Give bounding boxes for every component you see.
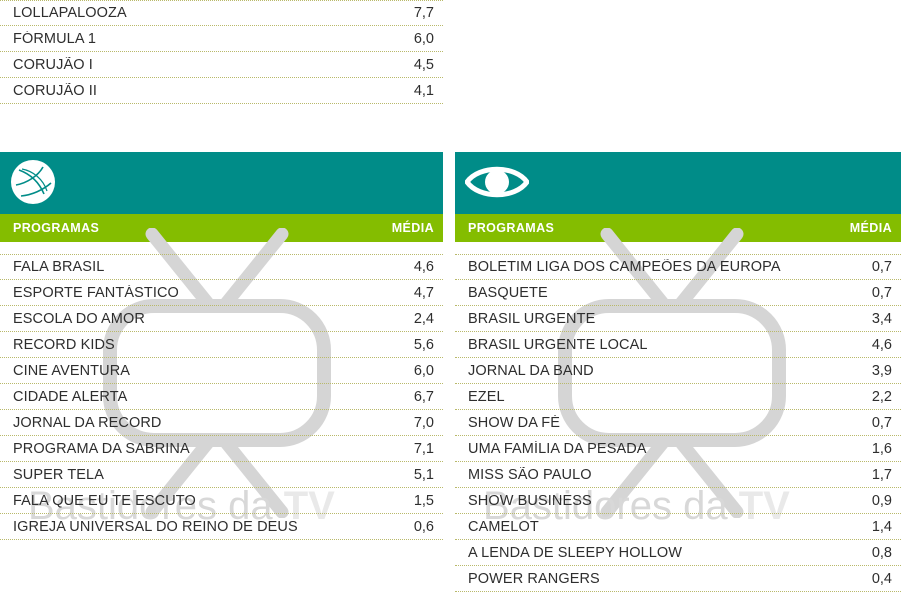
program-name: FALA QUE EU TE ESCUTO <box>13 492 196 509</box>
program-name: ESPORTE FANTÁSTICO <box>13 284 179 301</box>
program-average: 2,2 <box>871 388 892 405</box>
table-row: CORUJÃO II 4,1 <box>0 78 443 104</box>
program-name: IGREJA UNIVERSAL DO REINO DE DEUS <box>13 518 298 535</box>
record-column-header: PROGRAMAS MÉDIA <box>0 214 443 242</box>
overflow-ratings-table: LOLLAPALOOZA 7,7 FÓRMULA 1 6,0 CORUJÃO I… <box>0 0 443 104</box>
table-row: FALA BRASIL 4,6 <box>0 254 443 280</box>
program-average: 6,0 <box>413 30 434 47</box>
table-row: RECORD KIDS 5,6 <box>0 332 443 358</box>
program-name: CINE AVENTURA <box>13 362 131 379</box>
program-average: 7,1 <box>413 440 434 457</box>
table-row: FALA QUE EU TE ESCUTO 1,5 <box>0 488 443 514</box>
table-row: EZEL 2,2 <box>455 384 901 410</box>
table-row: SUPER TELA 5,1 <box>0 462 443 488</box>
program-average: 1,7 <box>871 466 892 483</box>
program-average: 4,1 <box>413 82 434 99</box>
program-average: 0,7 <box>871 414 892 431</box>
table-row: JORNAL DA BAND 3,9 <box>455 358 901 384</box>
table-row: BRASIL URGENTE LOCAL 4,6 <box>455 332 901 358</box>
band-logo-bar <box>455 152 901 214</box>
program-average: 3,9 <box>871 362 892 379</box>
table-row: CAMELOT 1,4 <box>455 514 901 540</box>
program-average: 0,4 <box>871 570 892 587</box>
program-average: 7,7 <box>413 5 434 21</box>
program-name: PROGRAMA DA SABRINA <box>13 440 190 457</box>
table-row: ESPORTE FANTÁSTICO 4,7 <box>0 280 443 306</box>
table-row: CORUJÃO I 4,5 <box>0 52 443 78</box>
program-average: 6,0 <box>413 362 434 379</box>
table-row: BRASIL URGENTE 3,4 <box>455 306 901 332</box>
table-row: MISS SÃO PAULO 1,7 <box>455 462 901 488</box>
table-row: PROGRAMA DA SABRINA 7,1 <box>0 436 443 462</box>
program-name: SHOW DA FÉ <box>468 414 561 431</box>
table-row: POWER RANGERS 0,4 <box>455 566 901 592</box>
table-row: CINE AVENTURA 6,0 <box>0 358 443 384</box>
table-row: IGREJA UNIVERSAL DO REINO DE DEUS 0,6 <box>0 514 443 540</box>
program-average: 0,9 <box>871 492 892 509</box>
program-name: CORUJÃO II <box>13 82 97 99</box>
table-row: SHOW BUSINESS 0,9 <box>455 488 901 514</box>
table-row: A LENDA DE SLEEPY HOLLOW 0,8 <box>455 540 901 566</box>
column-header-average: MÉDIA <box>391 221 434 235</box>
program-name: POWER RANGERS <box>468 570 600 587</box>
program-average: 7,0 <box>413 414 434 431</box>
program-average: 1,6 <box>871 440 892 457</box>
program-name: CIDADE ALERTA <box>13 388 128 405</box>
program-average: 1,4 <box>871 518 892 535</box>
program-average: 1,5 <box>413 492 434 509</box>
program-name: BASQUETE <box>468 284 548 301</box>
table-row: LOLLAPALOOZA 7,7 <box>0 0 443 26</box>
program-name: RECORD KIDS <box>13 336 115 353</box>
program-name: JORNAL DA RECORD <box>13 414 162 431</box>
program-name: SHOW BUSINESS <box>468 492 592 509</box>
column-header-average: MÉDIA <box>849 221 892 235</box>
program-name: JORNAL DA BAND <box>468 362 594 379</box>
program-name: ESCOLA DO AMOR <box>13 310 145 327</box>
table-row: UMA FAMÍLIA DA PESADA 1,6 <box>455 436 901 462</box>
table-row: ESCOLA DO AMOR 2,4 <box>0 306 443 332</box>
program-name: BRASIL URGENTE LOCAL <box>468 336 648 353</box>
table-row: JORNAL DA RECORD 7,0 <box>0 410 443 436</box>
column-header-programs: PROGRAMAS <box>13 221 100 235</box>
band-ratings-panel: PROGRAMAS MÉDIA Bastidores da TV BOLETIM… <box>455 152 901 592</box>
program-average: 4,5 <box>413 56 434 73</box>
table-row: CIDADE ALERTA 6,7 <box>0 384 443 410</box>
program-average: 0,7 <box>871 259 892 275</box>
table-row: SHOW DA FÉ 0,7 <box>455 410 901 436</box>
program-name: UMA FAMÍLIA DA PESADA <box>468 440 647 457</box>
record-rows: Bastidores da TV FALA BRASIL 4,6 ESPORTE… <box>0 228 443 540</box>
program-average: 0,7 <box>871 284 892 301</box>
program-name: BRASIL URGENTE <box>468 310 596 327</box>
band-rows: Bastidores da TV BOLETIM LIGA DOS CAMPEÕ… <box>455 228 901 592</box>
program-average: 0,6 <box>413 518 434 535</box>
program-average: 5,6 <box>413 336 434 353</box>
record-logo-bar <box>0 152 443 214</box>
program-average: 5,1 <box>413 466 434 483</box>
program-average: 0,8 <box>871 544 892 561</box>
table-row: FÓRMULA 1 6,0 <box>0 26 443 52</box>
program-name: A LENDA DE SLEEPY HOLLOW <box>468 544 683 561</box>
program-name: EZEL <box>468 388 505 405</box>
program-average: 2,4 <box>413 310 434 327</box>
program-average: 4,7 <box>413 284 434 301</box>
program-average: 4,6 <box>413 259 434 275</box>
program-average: 4,6 <box>871 336 892 353</box>
program-average: 6,7 <box>413 388 434 405</box>
program-average: 3,4 <box>871 310 892 327</box>
column-header-programs: PROGRAMAS <box>468 221 555 235</box>
program-name: CORUJÃO I <box>13 56 93 73</box>
table-row: BASQUETE 0,7 <box>455 280 901 306</box>
record-ratings-panel: PROGRAMAS MÉDIA Bastidores da TV FALA BR… <box>0 152 443 540</box>
record-logo <box>10 159 56 210</box>
program-name: BOLETIM LIGA DOS CAMPEÕES DA EUROPA <box>468 259 781 275</box>
program-name: MISS SÃO PAULO <box>468 466 592 483</box>
band-column-header: PROGRAMAS MÉDIA <box>455 214 901 242</box>
program-name: FÓRMULA 1 <box>13 30 97 47</box>
program-name: FALA BRASIL <box>13 259 105 275</box>
band-logo <box>463 159 531 210</box>
table-row: BOLETIM LIGA DOS CAMPEÕES DA EUROPA 0,7 <box>455 254 901 280</box>
program-name: SUPER TELA <box>13 466 104 483</box>
program-name: CAMELOT <box>468 518 539 535</box>
program-name: LOLLAPALOOZA <box>13 5 127 21</box>
